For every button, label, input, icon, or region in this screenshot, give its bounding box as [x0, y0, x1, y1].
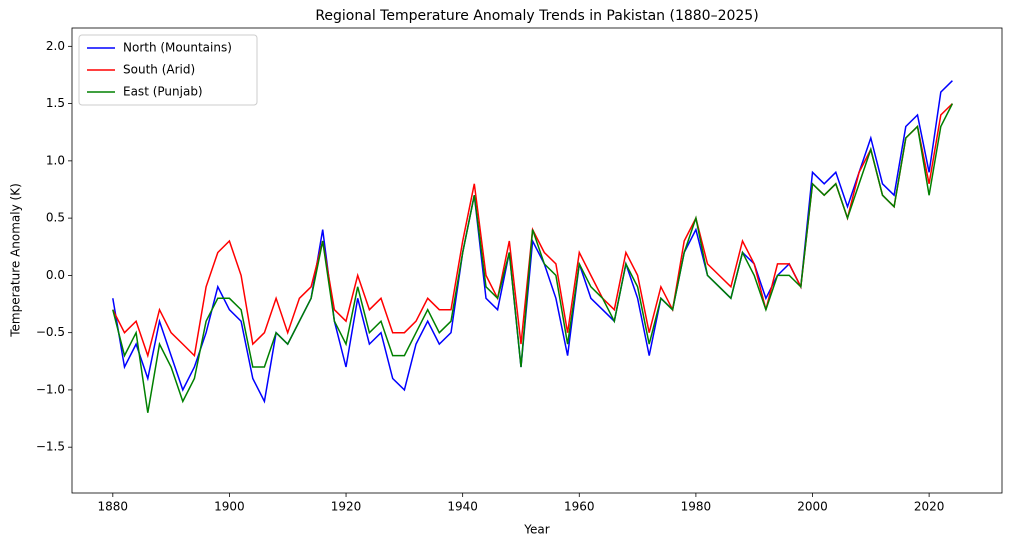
x-tick-label: 1940 [447, 500, 478, 514]
line-series [112, 103, 954, 413]
x-tick-label: 1900 [214, 500, 245, 514]
y-tick-label: −1.5 [36, 440, 65, 454]
x-axis-label: Year [523, 523, 549, 537]
legend-box [78, 34, 258, 106]
y-tick-label: 1.5 [46, 96, 65, 110]
x-tick-label: 1980 [681, 500, 712, 514]
y-tick-label: 1.0 [46, 153, 65, 167]
y-tick-label: 0.0 [46, 268, 65, 282]
x-tick-label: 2000 [797, 500, 828, 514]
legend-label: East (Punjab) [123, 85, 203, 99]
y-tick-label: 0.5 [46, 211, 65, 225]
legend-label: North (Mountains) [123, 41, 232, 55]
legend-label: South (Arid) [123, 63, 195, 77]
y-tick-label: 2.0 [46, 39, 65, 53]
x-tick-label: 1880 [98, 500, 129, 514]
line-series [112, 80, 953, 404]
x-tick-label: 2020 [914, 500, 945, 514]
x-tick-label: 1960 [564, 500, 595, 514]
plot-frame [71, 27, 1003, 494]
y-axis-label: Temperature Anomaly (K) [9, 183, 23, 338]
y-tick-label: −0.5 [36, 325, 65, 339]
x-tick-label: 1920 [331, 500, 362, 514]
chart-title: Regional Temperature Anomaly Trends in P… [315, 8, 758, 24]
y-tick-label: −1.0 [36, 382, 65, 396]
